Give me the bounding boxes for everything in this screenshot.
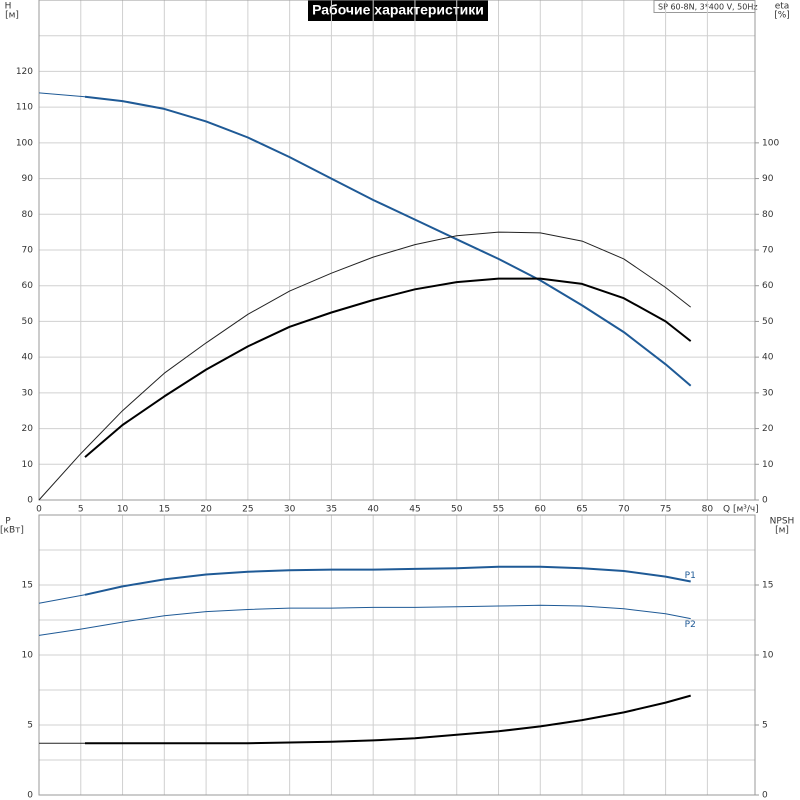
- curve: [84, 95, 692, 387]
- y-tick-label: 30: [22, 388, 34, 398]
- y2-tick-label: 30: [762, 388, 774, 398]
- curve: [38, 92, 86, 98]
- y-tick-label: 80: [22, 210, 34, 220]
- y2-tick-label: 10: [762, 460, 774, 470]
- x-axis-label: Q [м³/ч]: [723, 505, 759, 515]
- y-tick-label: 15: [22, 581, 33, 591]
- y2-tick-label: 0: [762, 791, 768, 800]
- y2-tick-label: 90: [762, 174, 774, 184]
- curve: [84, 565, 691, 596]
- x-tick-label: 75: [660, 505, 671, 515]
- x-tick-label: 45: [409, 505, 420, 515]
- x-tick-label: 0: [36, 505, 42, 515]
- series-label: P2: [685, 620, 696, 630]
- y2-tick-label: 60: [762, 281, 774, 291]
- y2-tick-label: 100: [762, 138, 779, 148]
- curve: [84, 277, 692, 458]
- plot-frame: [38, 514, 756, 796]
- x-tick-label: 65: [576, 505, 587, 515]
- y2-axis-label: eta: [775, 2, 790, 12]
- series-label: P1: [685, 571, 696, 581]
- curve: [38, 604, 691, 636]
- y2-tick-label: 50: [762, 317, 774, 327]
- x-tick-label: 80: [702, 505, 714, 515]
- y-tick-label: 0: [27, 791, 33, 800]
- y2-axis-label: NPSH: [770, 517, 795, 527]
- x-tick-label: 30: [284, 505, 296, 515]
- x-tick-label: 5: [78, 505, 84, 515]
- y-tick-label: 50: [22, 317, 34, 327]
- x-tick-label: 15: [159, 505, 170, 515]
- y-tick-label: 5: [27, 721, 33, 731]
- y-tick-label: 100: [16, 138, 33, 148]
- plot-1: [38, 514, 759, 796]
- x-tick-label: 10: [117, 505, 129, 515]
- y-tick-label: 40: [22, 353, 34, 363]
- y2-tick-label: 20: [762, 424, 774, 434]
- y2-tick-label: 10: [762, 651, 774, 661]
- x-tick-label: 50: [451, 505, 463, 515]
- y-axis-label: H: [5, 2, 12, 12]
- y-tick-label: 70: [22, 246, 34, 256]
- y2-tick-label: 0: [762, 496, 768, 506]
- plot-0: [38, 0, 759, 501]
- y-tick-label: 110: [16, 103, 33, 113]
- curve: [85, 694, 691, 745]
- y-axis-unit: [кВт]: [0, 526, 24, 536]
- x-tick-label: 25: [242, 505, 253, 515]
- y-tick-label: 20: [22, 424, 34, 434]
- y-tick-label: 10: [22, 651, 34, 661]
- y2-axis-unit: [м]: [775, 526, 789, 536]
- y-tick-label: 60: [22, 281, 34, 291]
- y2-tick-label: 15: [762, 581, 773, 591]
- y-tick-label: 0: [27, 496, 33, 506]
- y2-tick-label: 40: [762, 353, 774, 363]
- title-box: [308, 0, 488, 21]
- chart-title: Рабочие характеристики: [312, 2, 484, 18]
- y-tick-label: 120: [16, 67, 33, 77]
- plot-frame: [38, 0, 756, 501]
- y-axis-label: P: [5, 517, 11, 527]
- x-tick-label: 55: [493, 505, 504, 515]
- y2-tick-label: 5: [762, 721, 768, 731]
- y-axis-unit: [м]: [5, 11, 19, 21]
- x-tick-label: 20: [200, 505, 212, 515]
- y2-tick-label: 80: [762, 210, 774, 220]
- y-tick-label: 90: [22, 174, 34, 184]
- y2-axis-unit: [%]: [774, 11, 790, 21]
- x-tick-label: 70: [618, 505, 630, 515]
- y2-tick-label: 70: [762, 246, 774, 256]
- curve: [38, 594, 86, 604]
- y-tick-label: 10: [22, 460, 34, 470]
- x-tick-label: 40: [367, 505, 379, 515]
- x-tick-label: 35: [326, 505, 337, 515]
- curve: [38, 231, 692, 501]
- x-tick-label: 60: [535, 505, 547, 515]
